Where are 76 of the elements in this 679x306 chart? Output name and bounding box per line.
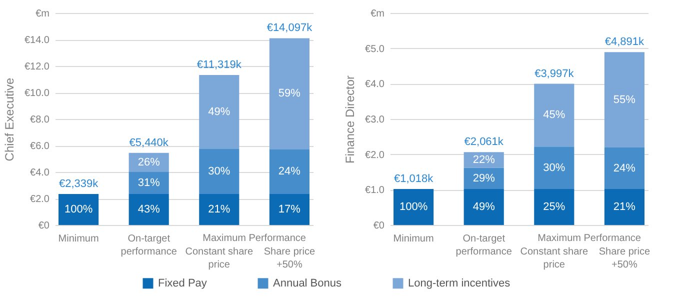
y-tick-label: €1.0: [365, 185, 385, 196]
y-tick-label: €0: [38, 220, 50, 232]
bar: [269, 38, 310, 150]
total-label: €4,891k: [604, 36, 645, 48]
annotation: 21%: [613, 201, 636, 214]
total-label: €2,061k: [464, 136, 504, 148]
bar: [199, 149, 240, 194]
x-tick-label: Share price +50%: [598, 246, 650, 270]
annotation: 25%: [543, 201, 566, 214]
annotation: 31%: [138, 176, 160, 189]
annotation: 17%: [278, 204, 301, 216]
text: Maximum Performance: [202, 233, 306, 244]
legend-label: Annual Bonus: [273, 277, 342, 290]
legend-label: Long-term incentives: [408, 277, 511, 290]
x-tick-label: Share price +50%: [264, 246, 316, 270]
annotation: 100%: [399, 201, 428, 214]
bar: [604, 189, 644, 225]
y-tick-label: €4.0: [365, 79, 385, 90]
total-label: €1,018k: [394, 173, 434, 186]
y-tick-label: €m: [36, 8, 50, 20]
text: Maximum Performance: [538, 233, 642, 244]
annotation: 26%: [138, 156, 160, 168]
total-label: €2,339k: [58, 178, 99, 190]
y-tick-label: €4.0: [30, 168, 50, 178]
total-label: €5,440k: [129, 136, 169, 149]
annotation: 55%: [613, 94, 636, 106]
bar: [199, 75, 240, 150]
annotation: 49%: [208, 106, 230, 118]
x-tick-label: Constant share price: [185, 246, 254, 270]
x-tick-label: On-target performance: [120, 234, 178, 258]
y-tick-label: €12.0: [24, 62, 50, 72]
y-tick-label: €6.0: [30, 141, 50, 152]
y-tick-label: €m: [370, 8, 384, 20]
bar: [58, 194, 99, 225]
bar: [394, 189, 434, 225]
annotation: 21%: [208, 204, 230, 216]
y-tick-label: €5.0: [365, 44, 385, 55]
y-tick-label: €2.0: [30, 194, 50, 205]
bar: [604, 52, 644, 148]
y-tick-label: €10.0: [24, 88, 50, 99]
annotation: 24%: [278, 166, 301, 178]
bar: [534, 189, 574, 225]
annotation: 59%: [278, 88, 301, 100]
bar: [464, 189, 504, 225]
bar: [604, 148, 644, 190]
y-axis-title: Chief Executive: [2, 77, 16, 162]
annotation: 29%: [472, 172, 496, 184]
y-tick-label: €14.0: [24, 35, 50, 46]
bar: [534, 146, 574, 190]
bar: [269, 149, 310, 194]
x-tick-label: Minimum: [58, 234, 99, 244]
annotation: 22%: [472, 154, 496, 166]
bar: [128, 194, 169, 225]
annotation: 49%: [472, 201, 496, 214]
x-tick-label: On-target performance: [456, 234, 512, 258]
y-tick-label: €3.0: [365, 114, 385, 126]
y-tick-label: €0: [373, 220, 385, 232]
bar: [269, 194, 310, 225]
y-axis-title: Finance Director: [343, 75, 358, 164]
annotation: 43%: [138, 204, 160, 216]
legend-label: Fixed Pay: [158, 277, 208, 290]
total-label: €3,997k: [534, 68, 574, 80]
y-tick-label: €2.0: [365, 150, 385, 161]
x-tick-label: Minimum: [393, 234, 434, 244]
bar: [199, 194, 240, 225]
bar: [534, 84, 574, 147]
annotation: 30%: [208, 166, 230, 178]
annotation: 100%: [64, 204, 93, 216]
x-tick-label: Constant share price: [520, 246, 588, 270]
annotation: 30%: [543, 162, 566, 174]
total-label: €11,319k: [196, 59, 242, 72]
annotation: 24%: [613, 162, 636, 174]
bar: [128, 172, 169, 194]
total-label: €14,097k: [266, 22, 313, 34]
annotation: 45%: [543, 109, 566, 122]
y-tick-label: €8.0: [30, 114, 50, 126]
